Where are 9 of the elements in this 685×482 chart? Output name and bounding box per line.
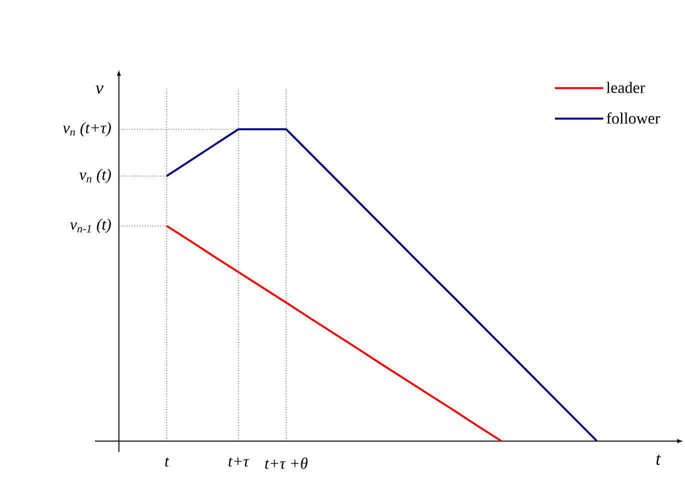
ref-line-label: v$_{n-1}$ (t) — [70, 218, 111, 234]
legend-label: follower — [606, 112, 660, 124]
x-tick-label: t+τ — [228, 458, 250, 467]
ref-line-label: v$_{n}$ (t+τ) — [62, 122, 111, 136]
y-axis-title: v — [96, 85, 104, 94]
x-tick-label: t — [165, 458, 170, 467]
legend-label: leader — [606, 82, 645, 94]
ref-line-label: v$_{n}$ (t) — [79, 168, 111, 184]
x-tick-label: t+τ +θ — [265, 458, 308, 469]
